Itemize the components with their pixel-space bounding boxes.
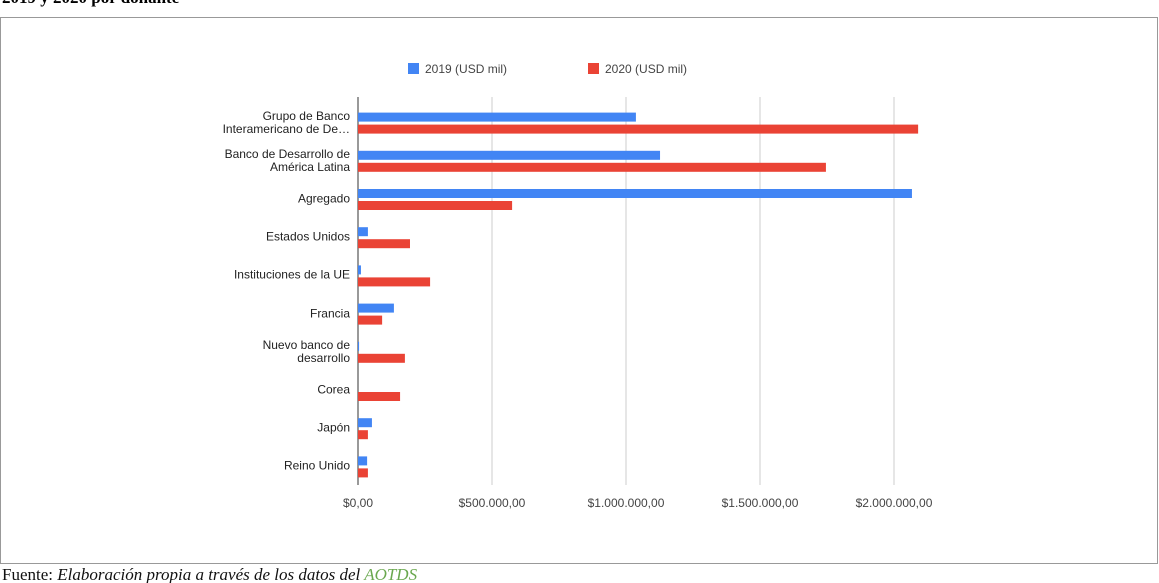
x-tick-label: $500.000,00 (459, 496, 526, 510)
bar (358, 430, 368, 440)
bar (358, 227, 368, 237)
bar (358, 353, 405, 363)
footer-source: Elaboración propia a través de los datos… (57, 565, 365, 583)
title: 2019 y 2020 por donante (2, 0, 179, 8)
x-tick-label: $0,00 (343, 496, 373, 510)
bar (358, 112, 636, 122)
bar (358, 341, 360, 351)
bar (358, 150, 661, 160)
bar (358, 265, 361, 275)
bar (358, 392, 401, 401)
legend-swatch (588, 63, 599, 74)
category-label: Francia (309, 306, 350, 321)
bar (358, 239, 410, 249)
x-tick-label: $1.000.000,00 (588, 496, 665, 510)
category-label: Reino Unido (283, 458, 350, 473)
legend-swatch (408, 63, 419, 74)
bar (358, 162, 826, 172)
footer-prefix: Fuente: (2, 565, 58, 583)
bar (358, 315, 383, 325)
cell-border (0, 17, 1158, 564)
category-label: Agregado (297, 191, 350, 206)
category-label: Instituciones de la UE (233, 267, 350, 282)
bar (358, 456, 368, 466)
legend-label: 2019 (USD mil) (425, 62, 507, 76)
bar (358, 189, 912, 198)
category-label: Corea (317, 382, 350, 397)
legend-label: 2020 (USD mil) (605, 62, 687, 76)
bar (358, 468, 368, 478)
footer: Fuente: Elaboración propia a través de l… (2, 565, 417, 583)
x-tick-label: $2.000.000,00 (856, 496, 933, 510)
bar (358, 303, 394, 313)
bar (358, 201, 513, 210)
category-label: Grupo de Banco Interamericano de De… (222, 108, 350, 136)
category-label: Estados Unidos (265, 229, 350, 244)
bar (358, 277, 431, 287)
category-label: Nuevo banco de desarrollo (262, 337, 350, 365)
category-label: Banco de Desarrollo de América Latina (224, 146, 350, 174)
bar (358, 124, 919, 134)
bar (358, 418, 372, 428)
x-tick-label: $1.500.000,00 (722, 496, 799, 510)
category-label: Japón (317, 420, 350, 435)
footer-link[interactable]: AOTDS (364, 565, 418, 583)
